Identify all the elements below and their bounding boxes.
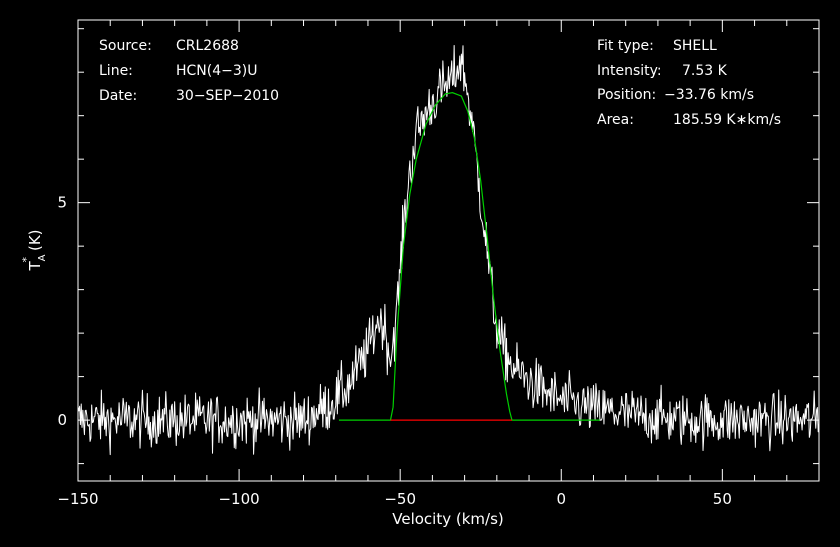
x-tick-label: −150 — [57, 490, 98, 508]
plot-frame — [77, 19, 820, 482]
y-tick-label: 5 — [57, 194, 67, 212]
x-tick-label: −50 — [384, 490, 416, 508]
y-axis-label-sup: * — [20, 257, 33, 263]
intensity-label: Intensity: — [597, 63, 662, 79]
x-axis-label: Velocity (km/s) — [392, 510, 503, 528]
plot-area — [77, 19, 820, 482]
y-tick-label: 0 — [57, 411, 67, 429]
date-value: 30−SEP−2010 — [176, 88, 279, 104]
y-tick-labels: 05 — [57, 194, 67, 429]
y-axis-label: TA * (K) — [20, 229, 48, 271]
area-value: 185.59 K∗km/s — [673, 112, 781, 128]
position-value: −33.76 km/s — [664, 87, 754, 103]
svg-text:TA*(K): TA * (K) — [20, 229, 48, 271]
area-label: Area: — [597, 112, 634, 128]
y-axis-label-sub: A — [37, 254, 48, 261]
series-layer — [77, 45, 820, 456]
spectrum-line — [77, 45, 820, 456]
fit-type-value: SHELL — [673, 38, 717, 54]
info-left: Source: CRL2688 Line: HCN(4−3)U Date: 30… — [99, 38, 279, 104]
x-tick-label: 50 — [713, 490, 732, 508]
date-label: Date: — [99, 88, 137, 104]
fit-line — [338, 92, 600, 421]
line-value: HCN(4−3)U — [176, 63, 258, 79]
x-tick-labels: −150 −100 −50 0 50 — [57, 490, 731, 508]
fit-type-label: Fit type: — [597, 38, 654, 54]
source-value: CRL2688 — [176, 38, 239, 54]
x-tick-label: 0 — [556, 490, 566, 508]
major-ticks — [77, 20, 819, 481]
source-label: Source: — [99, 38, 152, 54]
y-axis-label-base: T — [26, 261, 44, 272]
minor-ticks — [78, 20, 820, 481]
info-right: Fit type: SHELL Intensity: 7.53 K Positi… — [597, 38, 781, 128]
position-label: Position: — [597, 87, 656, 103]
x-tick-label: −100 — [218, 490, 259, 508]
intensity-value: 7.53 K — [682, 63, 728, 79]
y-axis-label-unit: (K) — [26, 229, 44, 251]
line-label: Line: — [99, 63, 133, 79]
